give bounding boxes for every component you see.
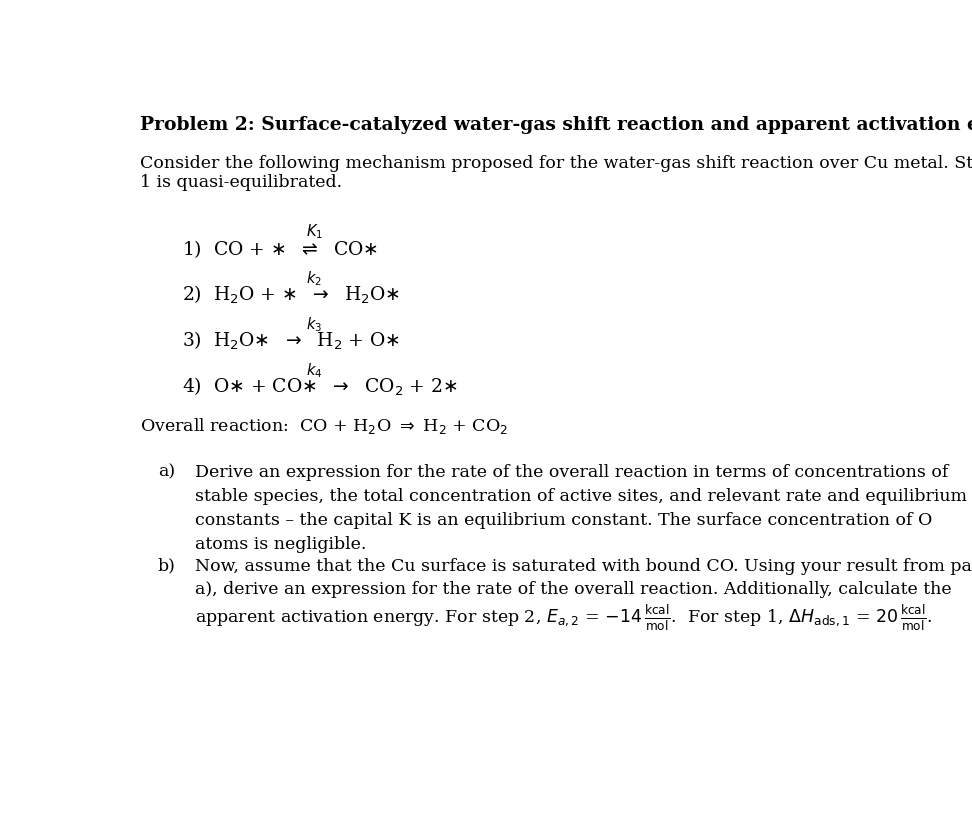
Text: b): b) xyxy=(157,558,176,575)
Text: a): a) xyxy=(157,463,175,480)
Text: apparent activation energy. For step 2, $E_{a,2}$ = $-14\,\frac{\mathrm{kcal}}{\: apparent activation energy. For step 2, … xyxy=(195,603,933,633)
Text: $k_3$: $k_3$ xyxy=(306,315,322,334)
Text: a), derive an expression for the rate of the overall reaction. Additionally, cal: a), derive an expression for the rate of… xyxy=(195,580,952,598)
Text: Consider the following mechanism proposed for the water-gas shift reaction over : Consider the following mechanism propose… xyxy=(140,155,972,172)
Text: Derive an expression for the rate of the overall reaction in terms of concentrat: Derive an expression for the rate of the… xyxy=(195,463,967,553)
Text: Problem 2: Surface-catalyzed water-gas shift reaction and apparent activation en: Problem 2: Surface-catalyzed water-gas s… xyxy=(140,116,972,134)
Text: 4)  O$\ast$ + CO$\ast$  $\rightarrow$  CO$_2$ + 2$\ast$: 4) O$\ast$ + CO$\ast$ $\rightarrow$ CO$_… xyxy=(182,376,458,398)
Text: 1 is quasi-equilibrated.: 1 is quasi-equilibrated. xyxy=(140,174,342,191)
Text: Now, assume that the Cu surface is saturated with bound CO. Using your result fr: Now, assume that the Cu surface is satur… xyxy=(195,558,972,575)
Text: 3)  H$_2$O$\ast$  $\rightarrow$  H$_2$ + O$\ast$: 3) H$_2$O$\ast$ $\rightarrow$ H$_2$ + O$… xyxy=(182,330,400,352)
Text: $k_4$: $k_4$ xyxy=(306,362,323,380)
Text: $K_1$: $K_1$ xyxy=(306,223,323,241)
Text: 1)  CO + $\ast$  $\rightleftharpoons$  CO$\ast$: 1) CO + $\ast$ $\rightleftharpoons$ CO$\… xyxy=(182,238,378,260)
Text: 2)  H$_2$O + $\ast$  $\rightarrow$  H$_2$O$\ast$: 2) H$_2$O + $\ast$ $\rightarrow$ H$_2$O$… xyxy=(182,284,400,306)
Text: $k_2$: $k_2$ xyxy=(306,269,322,288)
Text: Overall reaction:  CO + H$_2$O $\Rightarrow$ H$_2$ + CO$_2$: Overall reaction: CO + H$_2$O $\Rightarr… xyxy=(140,415,508,436)
